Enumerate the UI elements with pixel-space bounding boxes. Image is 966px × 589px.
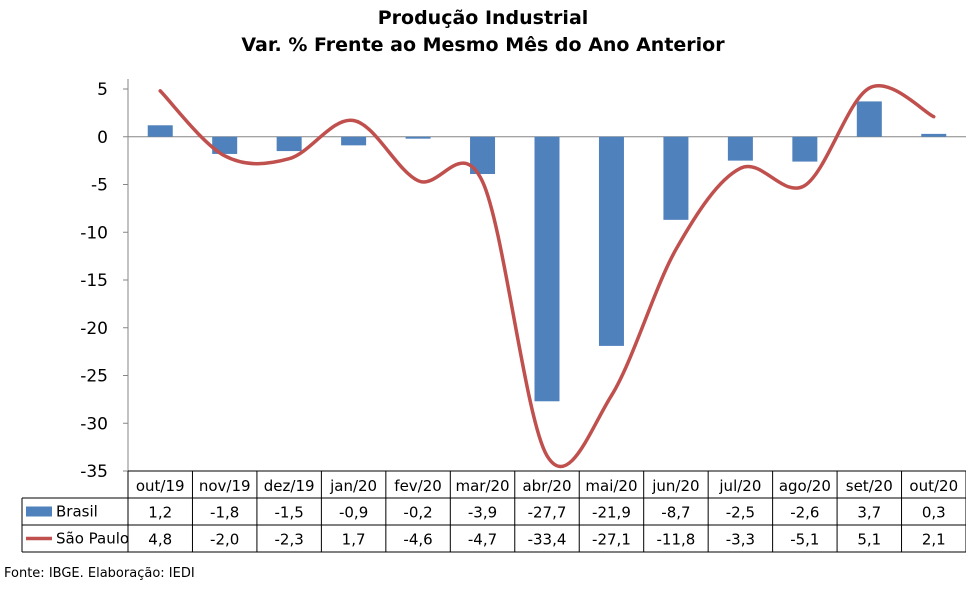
data-label: -5,1 [790, 531, 819, 549]
x-tick-label: mar/20 [455, 477, 509, 495]
data-label: -8,7 [661, 504, 690, 522]
bar-brasil [921, 133, 947, 137]
data-label: 0,3 [922, 504, 946, 522]
data-label: -0,9 [339, 504, 368, 522]
chart-subtitle: Var. % Frente ao Mesmo Mês do Ano Anteri… [241, 34, 725, 56]
data-label: 1,7 [342, 531, 366, 549]
data-label: -1,8 [210, 504, 239, 522]
x-tick-label: fev/20 [394, 477, 442, 495]
x-tick-label: out/19 [136, 477, 185, 495]
bar-brasil [341, 136, 367, 146]
data-label: -4,7 [468, 531, 497, 549]
y-tick-label: -15 [80, 271, 108, 291]
data-label: 4,8 [148, 531, 172, 549]
y-tick-label: -20 [80, 319, 108, 339]
x-tick-label: dez/19 [264, 477, 315, 495]
x-tick-label: jun/20 [651, 477, 699, 495]
y-tick-label: 5 [97, 80, 108, 100]
data-label: -21,9 [592, 504, 631, 522]
bar-brasil [856, 101, 882, 137]
source-note: Fonte: IBGE. Elaboração: IEDI [4, 566, 195, 581]
y-tick-label: -30 [80, 414, 108, 434]
x-tick-label: abr/20 [522, 477, 571, 495]
data-label: 1,2 [148, 504, 172, 522]
bar-brasil [792, 136, 818, 162]
x-tick-label: jan/20 [329, 477, 377, 495]
bar-brasil [147, 125, 173, 137]
bar-brasil [663, 136, 689, 220]
data-label: -1,5 [275, 504, 304, 522]
data-label: 2,1 [922, 531, 946, 549]
x-tick-label: jul/20 [718, 477, 761, 495]
bar-brasil [405, 136, 431, 139]
bar-brasil [598, 136, 624, 346]
data-label: -2,0 [210, 531, 239, 549]
data-label: -4,6 [403, 531, 432, 549]
y-tick-label: -10 [80, 223, 108, 243]
y-tick-label: -25 [80, 367, 108, 387]
data-label: 5,1 [857, 531, 881, 549]
bar-brasil [727, 136, 753, 161]
legend-key-brasil [26, 506, 52, 517]
data-label: -2,6 [790, 504, 819, 522]
data-label: -27,7 [528, 504, 567, 522]
data-label: -33,4 [528, 531, 567, 549]
x-tick-label: mai/20 [585, 477, 637, 495]
data-label: -11,8 [657, 531, 696, 549]
legend-label: Brasil [56, 503, 98, 521]
x-tick-label: ago/20 [779, 477, 831, 495]
x-tick-label: nov/19 [199, 477, 251, 495]
y-tick-label: -35 [80, 462, 108, 482]
data-label: -2,3 [275, 531, 304, 549]
y-tick-label: 0 [97, 128, 108, 148]
data-label: -0,2 [403, 504, 432, 522]
data-label: -3,3 [726, 531, 755, 549]
data-label: 3,7 [857, 504, 881, 522]
x-tick-label: set/20 [846, 477, 893, 495]
data-label: -27,1 [592, 531, 631, 549]
bar-brasil [212, 136, 238, 154]
y-tick-label: -5 [91, 176, 108, 196]
legend-label: São Paulo [56, 530, 129, 548]
data-label: -2,5 [726, 504, 755, 522]
data-label: -3,9 [468, 504, 497, 522]
line-sao-paulo [158, 84, 936, 469]
chart-title: Produção Industrial [377, 7, 589, 29]
bar-brasil [276, 136, 302, 152]
bar-brasil [534, 136, 560, 402]
x-tick-label: out/20 [909, 477, 958, 495]
